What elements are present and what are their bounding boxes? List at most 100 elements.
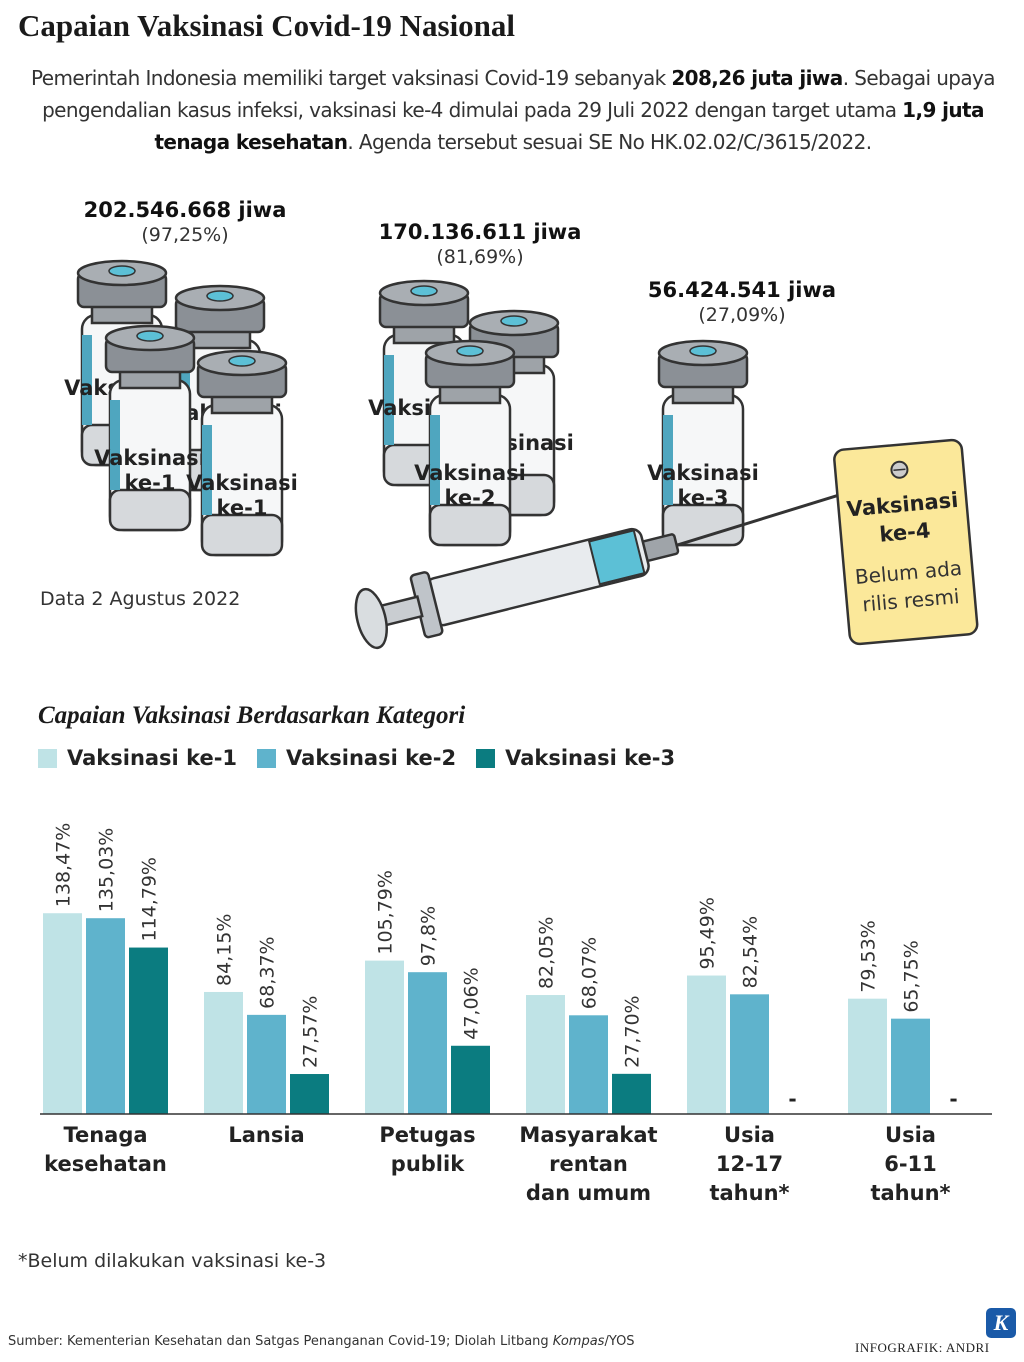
category-label-4: tahun* [709,1181,789,1205]
legend-swatch-dose-2 [257,748,277,768]
bar-label-dose3-cat-5: - [949,1087,957,1111]
data-date: Data 2 Agustus 2022 [40,588,241,610]
vial-dose-1-label-2: ke-1 [125,471,176,495]
source-suffix: /YOS [604,1334,635,1349]
legend-item-dose-3: Vaksinasi ke-3 [476,746,675,770]
intro-text-3: . Agenda tersebut sesuai SE No HK.02.02/… [347,130,872,154]
bar-label-dose2-cat-1: 68,37% [257,936,279,1008]
vial-dose-3-label: Vaksinasi [647,461,759,485]
intro-bold-target: 208,26 juta jiwa [671,66,843,90]
bar-dose2-cat-2 [408,972,447,1114]
bar-dose1-cat-1 [204,991,243,1114]
stat-dose-2: 170.136.611 jiwa (81,69%) [340,220,620,268]
intro-paragraph: Pemerintah Indonesia memiliki target vak… [22,62,1004,158]
category-label-0: Tenaga [63,1123,147,1147]
stat-dose-3-percent: (27,09%) [698,304,786,326]
legend-swatch-dose-1 [38,748,57,768]
bar-dose1-cat-0 [43,913,82,1114]
vial-dose-1-label: Vaksinasi [94,446,206,470]
tag-title-2: ke-4 [878,518,931,546]
legend-label-dose-1: Vaksinasi ke-1 [67,746,238,770]
stat-dose-3-value: 56.424.541 jiwa [647,278,837,302]
source-prefix: Sumber: Kementerian Kesehatan dan Satgas… [8,1334,553,1349]
category-label-5: 6-11 [884,1152,937,1176]
bar-label-dose3-cat-3: 27,70% [622,995,644,1067]
stat-dose-1-value: 202.546.668 jiwa [83,198,287,222]
bar-label-dose1-cat-0: 138,47% [53,823,75,908]
stat-dose-2-percent: (81,69%) [436,246,524,268]
chart-subtitle: Capaian Vaksinasi Berdasarkan Kategori [38,702,466,729]
source-note: Sumber: Kementerian Kesehatan dan Satgas… [8,1334,635,1349]
bar-dose2-cat-3 [569,1015,608,1114]
legend-label-dose-2: Vaksinasi ke-2 [286,746,457,770]
legend-item-dose-2: Vaksinasi ke-2 [257,746,456,770]
bar-label-dose1-cat-4: 95,49% [697,897,719,969]
bar-dose3-cat-2 [451,1045,490,1114]
chart-legend: Vaksinasi ke-1 Vaksinasi ke-2 Vaksinasi … [38,746,675,770]
bar-dose1-cat-3 [526,995,565,1114]
category-label-2: Petugas [379,1123,475,1147]
intro-bold-health-workers: 1,9 juta tenaga kesehatan [154,98,984,154]
legend-label-dose-3: Vaksinasi ke-3 [505,746,676,770]
bar-label-dose3-cat-0: 114,79% [139,857,161,942]
category-label-3: dan umum [526,1181,651,1205]
category-label-0: kesehatan [44,1152,167,1176]
bar-label-dose2-cat-4: 82,54% [740,916,762,988]
bar-label-dose3-cat-1: 27,57% [300,996,322,1068]
bar-label-dose3-cat-4: - [788,1087,796,1111]
page-title: Capaian Vaksinasi Covid-19 Nasional [18,8,516,43]
category-label-3: Masyarakat [519,1123,657,1147]
bar-label-dose1-cat-1: 84,15% [214,914,236,986]
category-label-4: Usia [724,1123,775,1147]
bar-label-dose1-cat-5: 79,53% [858,920,880,992]
bar-dose3-cat-1 [290,1074,329,1114]
bar-dose2-cat-0 [86,918,125,1114]
category-label-2: publik [391,1152,465,1176]
intro-text-2: . Sebagai upaya pengendalian kasus infek… [42,66,996,122]
bar-label-dose2-cat-3: 68,07% [579,937,601,1009]
category-label-5: Usia [885,1123,936,1147]
vial-dose-2-label: Vaksinasi [414,461,526,485]
bar-dose2-cat-5 [891,1018,930,1114]
stat-dose-1: 202.546.668 jiwa (97,25%) [45,198,325,246]
category-label-3: rentan [549,1152,628,1176]
intro-text-1: Pemerintah Indonesia memiliki target vak… [31,66,672,90]
bar-chart: 138,47% 135,03% 114,79% Tenaga kesehatan 84,1… [40,823,992,1205]
dose-4-tag: Vaksinasi ke-4 Belum ada rilis resmi [833,438,979,646]
bar-dose1-cat-5 [848,998,887,1114]
footnote: *Belum dilakukan vaksinasi ke-3 [18,1250,327,1272]
vial-dose-1-label-2: ke-1 [217,496,268,520]
bar-label-dose2-cat-0: 135,03% [96,828,118,913]
category-label-1: Lansia [228,1123,304,1147]
stat-dose-1-percent: (97,25%) [141,224,229,246]
vial-dose-3-label-2: ke-3 [678,486,729,510]
bar-label-dose3-cat-2: 47,06% [461,967,483,1039]
bar-label-dose2-cat-2: 97,8% [418,906,440,966]
bar-label-dose2-cat-5: 65,75% [901,940,923,1012]
source-italic: Kompas [552,1334,605,1349]
bar-dose3-cat-0 [129,947,168,1114]
bar-dose2-cat-1 [247,1014,286,1114]
stat-dose-3: 56.424.541 jiwa (27,09%) [602,278,882,326]
bar-label-dose1-cat-3: 82,05% [536,917,558,989]
bar-dose1-cat-2 [365,960,404,1114]
kompas-logo: K [986,1308,1016,1338]
bar-label-dose1-cat-2: 105,79% [375,870,397,955]
legend-item-dose-1: Vaksinasi ke-1 [38,746,237,770]
stat-dose-2-value: 170.136.611 jiwa [378,220,582,244]
category-label-5: tahun* [870,1181,950,1205]
vial-dose-1-label: Vaksinasi [186,471,298,495]
bar-dose3-cat-3 [612,1073,651,1114]
legend-swatch-dose-3 [476,748,496,768]
infographic-credit: INFOGRAFIK: ANDRI [855,1340,990,1355]
vial-dose-2-label-2: ke-2 [445,486,496,510]
bar-dose1-cat-4 [687,975,726,1114]
bar-dose2-cat-4 [730,994,769,1114]
category-label-4: 12-17 [716,1152,783,1176]
syringe-icon [354,491,846,650]
